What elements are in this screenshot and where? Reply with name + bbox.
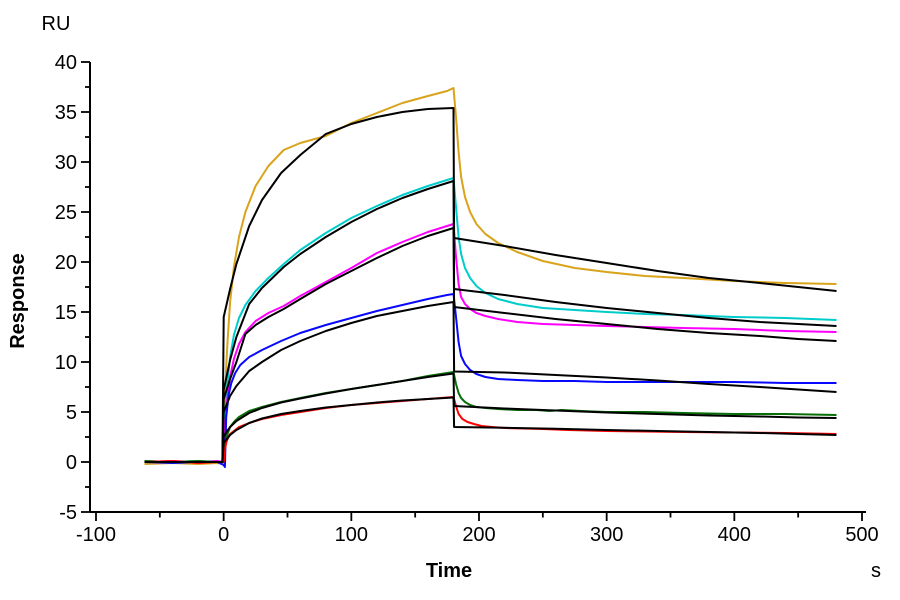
data-curve-sensorgram-blue [144,293,837,468]
ticks [81,61,863,521]
y-tick-label: -5 [59,502,77,524]
y-tick-label: 30 [55,152,77,174]
y-tick-label: 35 [55,102,77,124]
y-tick-label: 20 [55,252,77,274]
x-axis-unit-label: s [871,560,881,582]
fit-curve-fit-magenta [144,227,837,463]
y-tick-label: 15 [55,302,77,324]
y-tick-label: 5 [66,402,77,424]
tick-labels: -5 0 5 10 15 20 25 30 35 40 -100 0 100 200 300 400 500 [55,52,879,546]
fit-curve-fit-cyan [144,180,837,463]
fit-curve-fit-blue [144,301,837,463]
fit-curve-fit-dark-yellow [144,107,837,463]
y-axis-unit-label: RU [42,13,71,35]
x-axis-title: Time [426,560,472,582]
y-tick-label: 25 [55,202,77,224]
y-tick-label: 0 [66,452,77,474]
series-layer [144,87,837,468]
x-tick-label: 0 [218,524,229,546]
fit-curve-fit-red [144,396,837,463]
y-tick-label: 10 [55,352,77,374]
x-tick-label: 300 [590,524,623,546]
x-tick-label: 200 [462,524,495,546]
data-curve-sensorgram-dark-yellow [144,87,837,465]
fit-curve-fit-green [144,372,837,463]
y-axis-title: Response [7,253,29,349]
axes-layer: -5 0 5 10 15 20 25 30 35 40 -100 0 100 200 300 400 500 [55,52,879,546]
x-tick-label: 400 [718,524,751,546]
x-tick-label: 100 [335,524,368,546]
y-tick-label: 40 [55,52,77,74]
x-tick-label: -100 [76,524,116,546]
x-tick-label: 500 [845,524,878,546]
